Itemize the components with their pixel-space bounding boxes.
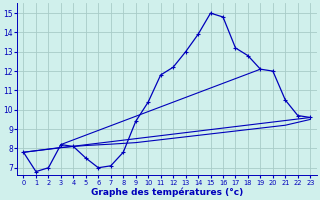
X-axis label: Graphe des températures (°c): Graphe des températures (°c)	[91, 187, 243, 197]
